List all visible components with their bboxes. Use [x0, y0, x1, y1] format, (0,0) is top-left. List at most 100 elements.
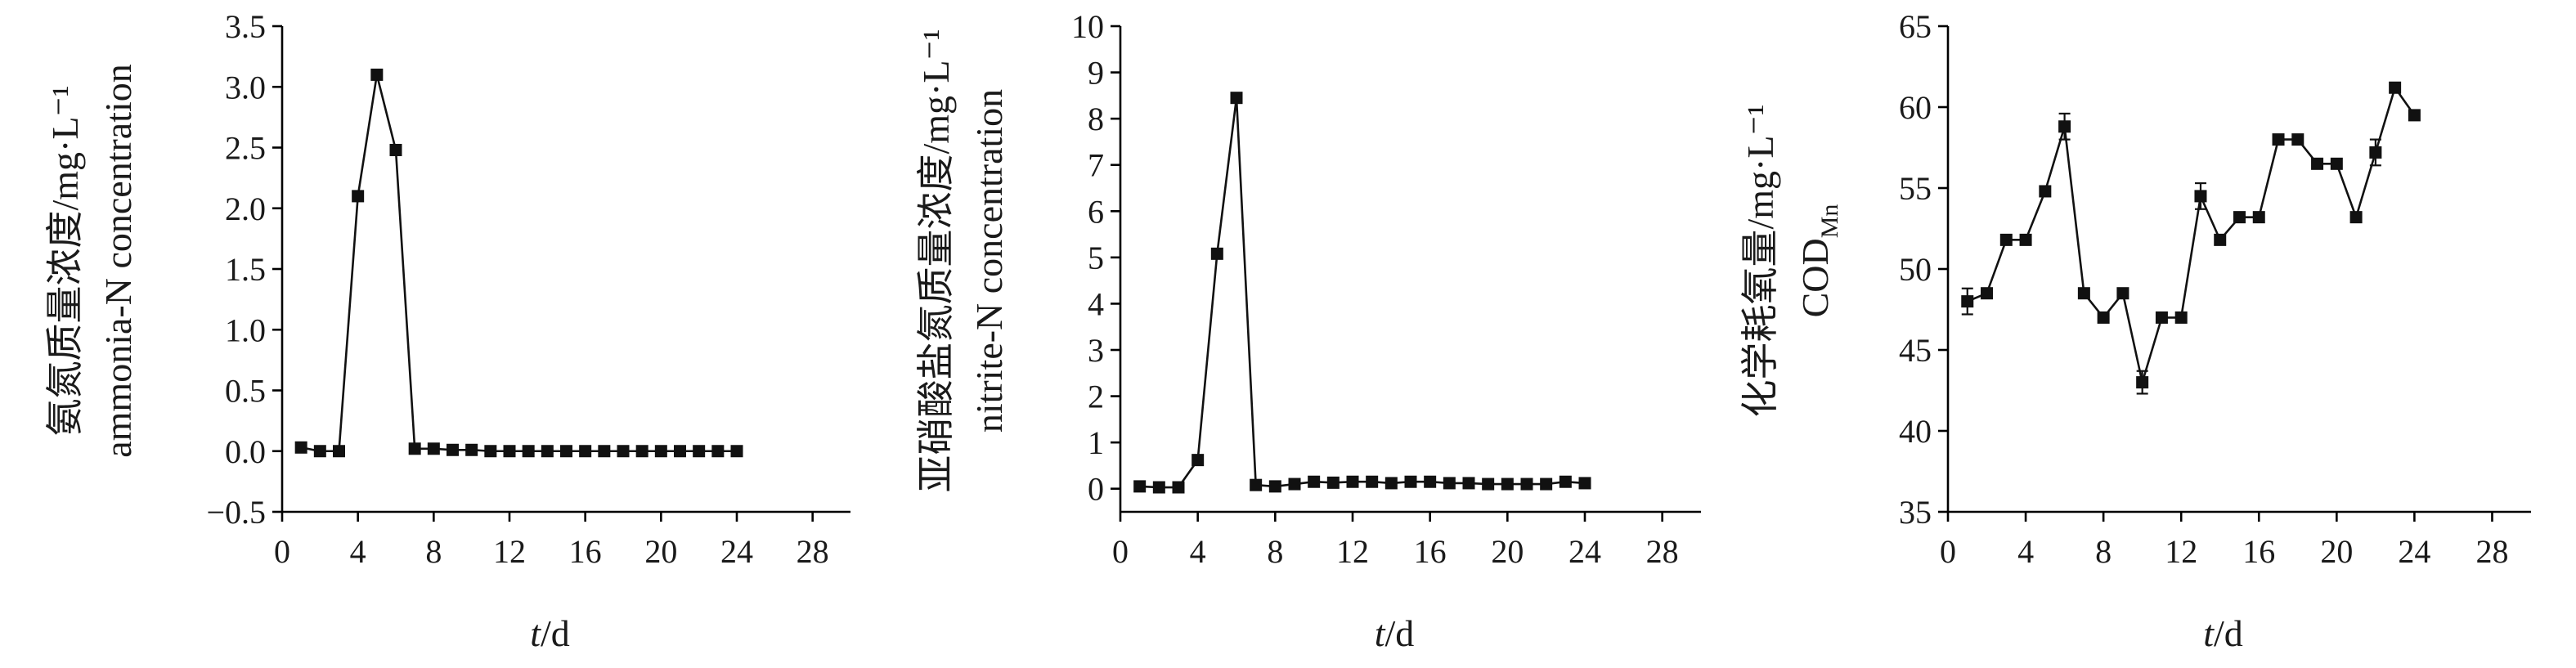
x-tick-label: 8 [1267, 533, 1283, 570]
y-axis-title-en-sub: Mn [1816, 204, 1843, 239]
series-line [1139, 97, 1586, 489]
data-point [2039, 185, 2052, 198]
data-point [2136, 376, 2149, 389]
y-axis-title-cn: 亚硝酸盐氮质量浓度/mg·L⁻¹ [915, 29, 957, 492]
x-tick-label: 28 [1646, 533, 1679, 570]
data-point [1443, 477, 1456, 490]
data-point [2349, 211, 2363, 224]
x-tick-label: 0 [274, 533, 290, 570]
y-tick-label: 2.5 [225, 130, 266, 167]
y-tick-label: 10 [1071, 8, 1104, 45]
data-point [730, 445, 743, 458]
data-point [503, 445, 516, 458]
data-point [2019, 233, 2032, 246]
x-axis-title-var: t [1375, 612, 1386, 654]
x-axis-title-unit: /d [2214, 612, 2243, 654]
data-point [2311, 157, 2324, 170]
data-point [1501, 477, 1514, 491]
data-point [1230, 92, 1243, 105]
data-point [579, 445, 592, 458]
data-point [465, 443, 478, 456]
x-tick-label: 20 [2320, 533, 2353, 570]
x-tick-label: 0 [1940, 533, 1956, 570]
x-tick-label: 28 [797, 533, 829, 570]
y-tick-label: 1.0 [225, 312, 266, 348]
x-tick-label: 20 [1491, 533, 1524, 570]
data-point [1424, 475, 1437, 488]
data-point [333, 445, 345, 458]
series-line [1967, 85, 2416, 387]
y-tick-label: 3.5 [225, 8, 266, 45]
x-tick-label: 12 [2165, 533, 2197, 570]
data-point [1366, 475, 1379, 488]
data-point [711, 445, 725, 458]
x-axis-title: t/d [1375, 612, 1415, 654]
data-point [2408, 109, 2421, 122]
data-point [1288, 477, 1301, 491]
x-axis-title-var: t [530, 612, 541, 654]
x-axis-title-unit: /d [541, 612, 570, 654]
data-point [2389, 81, 2402, 94]
data-point [2116, 287, 2129, 300]
data-point [1192, 454, 1205, 467]
y-tick-label: 8 [1088, 101, 1104, 137]
y-tick-label: 9 [1088, 55, 1104, 92]
data-point [541, 445, 554, 458]
x-axis-title: t/d [530, 612, 570, 654]
x-tick-label: 28 [2475, 533, 2508, 570]
y-tick-label: 3.0 [225, 69, 266, 105]
data-point [484, 445, 497, 458]
y-axis-title-cn: 氨氮质量浓度/mg·L⁻¹ [44, 85, 86, 436]
data-point [1404, 475, 1417, 488]
y-tick-label: 3 [1088, 332, 1104, 369]
y-tick-label: 1 [1088, 424, 1104, 461]
data-point [693, 445, 706, 458]
y-tick-label: 5 [1088, 240, 1104, 276]
series-line [300, 74, 737, 453]
data-point [2291, 133, 2304, 146]
x-tick-label: 8 [2095, 533, 2112, 570]
data-point [2155, 311, 2168, 324]
data-point [1999, 233, 2013, 246]
x-tick-label: 4 [1190, 533, 1206, 570]
data-point [1172, 481, 1185, 494]
data-point [617, 445, 630, 458]
data-point [1482, 477, 1495, 491]
x-axis-title-var: t [2203, 612, 2215, 654]
data-point [2058, 120, 2071, 133]
y-tick-label: 60 [1899, 89, 1932, 126]
x-tick-label: 24 [720, 533, 753, 570]
data-point [2369, 146, 2382, 159]
data-point [370, 68, 384, 81]
data-point [1578, 477, 1591, 490]
x-tick-label: 12 [493, 533, 526, 570]
y-tick-label: 6 [1088, 193, 1104, 230]
axes [272, 25, 850, 522]
data-point [1981, 287, 1994, 300]
data-point [1559, 475, 1572, 488]
data-point [654, 445, 667, 458]
data-point [1308, 475, 1321, 488]
y-tick-label: 2.0 [225, 191, 266, 227]
data-point [1961, 295, 1974, 308]
x-axis-title-unit: /d [1385, 612, 1415, 654]
data-point [2233, 211, 2246, 224]
y-tick-label: 0.0 [225, 433, 266, 470]
y-tick-label: −0.5 [206, 494, 266, 531]
data-point [447, 443, 459, 456]
data-point [1520, 477, 1533, 491]
data-point [1540, 477, 1553, 491]
y-axis-title-en-main: COD [1794, 238, 1836, 317]
data-point [389, 143, 402, 156]
y-tick-label: 1.5 [225, 251, 266, 288]
x-tick-label: 16 [1414, 533, 1447, 570]
y-tick-label: 2 [1088, 379, 1104, 415]
data-point [522, 445, 535, 458]
y-tick-label: 35 [1899, 494, 1932, 531]
data-point [1268, 480, 1281, 493]
data-point [1326, 476, 1340, 489]
data-point [674, 445, 686, 458]
y-tick-label: 4 [1088, 285, 1104, 322]
y-tick-label: 7 [1088, 147, 1104, 184]
